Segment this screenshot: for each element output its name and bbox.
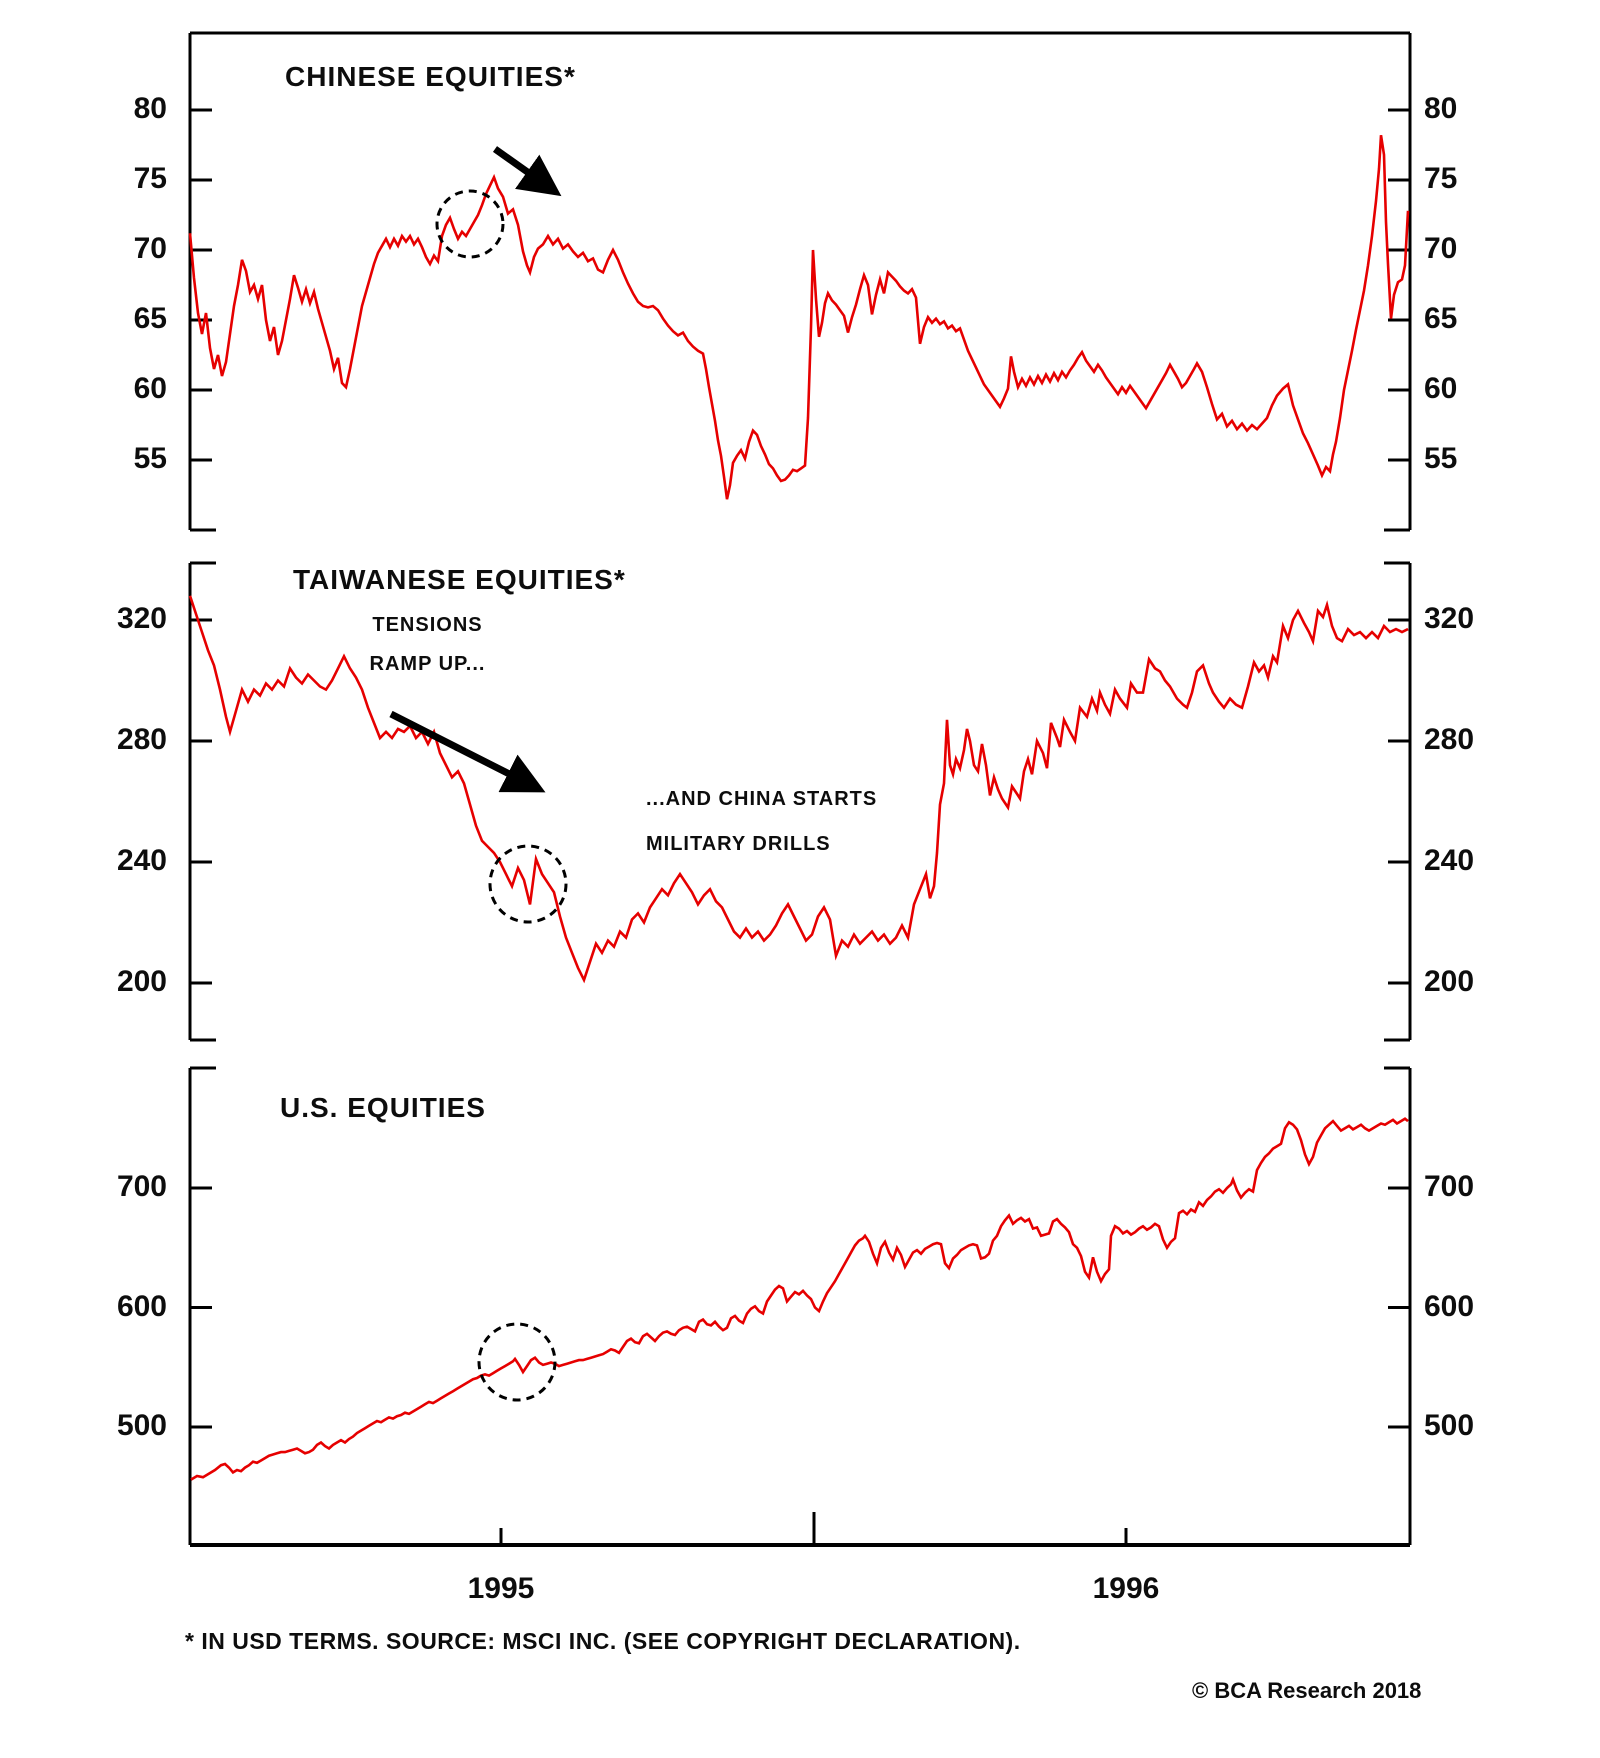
- x-axis-label-1995: 1995: [467, 1572, 535, 1605]
- y-tick-label-right-600: 600: [1424, 1289, 1475, 1323]
- y-tick-label-right-60: 60: [1424, 372, 1458, 405]
- y-tick-label-right-320: 320: [1424, 602, 1475, 635]
- panel-title-chinese-equities: CHINESE EQUITIES*: [285, 61, 576, 92]
- annotation-drills-line1: ...AND CHINA STARTS: [646, 788, 878, 810]
- y-tick-label-right-280: 280: [1424, 723, 1475, 756]
- y-tick-label-left-80: 80: [133, 92, 167, 125]
- annotation-tensions-line2: RAMP UP...: [369, 653, 486, 675]
- y-tick-label-left-500: 500: [116, 1409, 167, 1442]
- y-tick-label-left-60: 60: [133, 372, 167, 405]
- y-tick-label-left-320: 320: [116, 602, 167, 635]
- footnote-source: * IN USD TERMS. SOURCE: MSCI INC. (SEE C…: [185, 1628, 1021, 1654]
- y-tick-label-left-55: 55: [133, 442, 167, 475]
- y-tick-label-right-80: 80: [1424, 92, 1458, 125]
- x-axis-label-1996: 1996: [1092, 1572, 1160, 1605]
- y-tick-label-right-75: 75: [1424, 162, 1458, 195]
- y-tick-label-left-200: 200: [116, 965, 167, 998]
- y-tick-label-right-65: 65: [1424, 302, 1458, 335]
- y-tick-label-right-700: 700: [1424, 1170, 1475, 1203]
- y-tick-label-left-700: 700: [116, 1170, 167, 1203]
- annotation-arrow-icon-0: [492, 146, 562, 197]
- highlight-circle-0: [435, 189, 505, 259]
- copyright-credit: © BCA Research 2018: [1192, 1678, 1422, 1703]
- y-tick-label-left-240: 240: [116, 844, 167, 877]
- y-tick-label-right-200: 200: [1424, 965, 1475, 998]
- highlight-circle-2: [477, 1322, 557, 1402]
- y-tick-label-left-70: 70: [133, 232, 167, 265]
- panel-title-taiwanese-equities: TAIWANESE EQUITIES*: [293, 564, 626, 595]
- series-line-u-s-equities: [190, 1117, 1409, 1481]
- y-tick-label-left-600: 600: [116, 1289, 167, 1323]
- y-tick-label-left-75: 75: [133, 162, 167, 195]
- y-tick-label-right-70: 70: [1424, 232, 1458, 265]
- annotation-arrow-icon-1: [389, 710, 546, 793]
- y-tick-label-left-65: 65: [133, 302, 167, 335]
- y-tick-label-left-280: 280: [116, 723, 167, 756]
- panel-title-us-equities: U.S. EQUITIES: [280, 1092, 486, 1123]
- series-line-chinese-equities-: [188, 135, 1410, 500]
- highlight-circle-1: [488, 844, 568, 924]
- annotation-drills-line2: MILITARY DRILLS: [646, 833, 831, 855]
- y-tick-label-right-55: 55: [1424, 442, 1458, 475]
- y-tick-label-right-500: 500: [1424, 1409, 1475, 1442]
- y-tick-label-right-240: 240: [1424, 844, 1475, 877]
- annotation-tensions-line1: TENSIONS: [372, 614, 483, 636]
